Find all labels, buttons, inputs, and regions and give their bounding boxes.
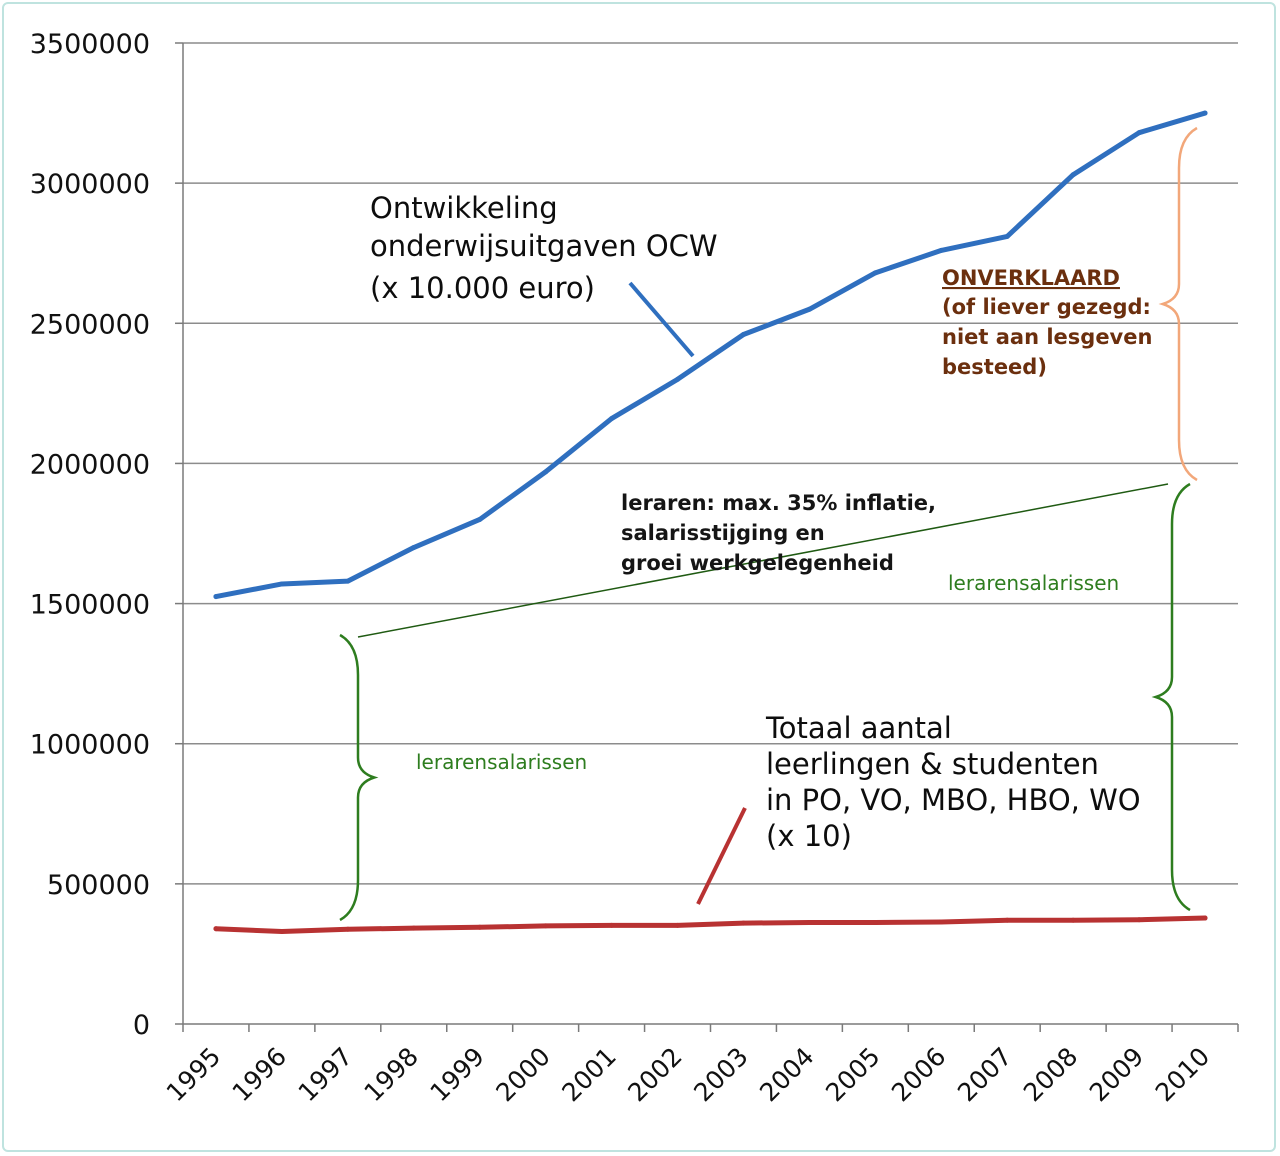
data-point-students-1998 bbox=[411, 925, 417, 931]
y-tick-label-0: 0 bbox=[133, 1010, 150, 1041]
series-line-ocw-spending bbox=[213, 110, 1208, 600]
ocw-pointer-line bbox=[628, 281, 695, 358]
x-tick-label-1999: 1999 bbox=[424, 1042, 489, 1107]
brace-salaries-right bbox=[1151, 482, 1191, 912]
x-axis-tick-labels: 1995 1996 1997 1998 1999 2000 2001 2002 2003 2004… bbox=[161, 1042, 1216, 1107]
series-line-students bbox=[213, 915, 1208, 935]
data-point-students-2006 bbox=[938, 919, 944, 925]
x-tick-label-1995: 1995 bbox=[161, 1042, 226, 1107]
unexplained-title: ONVERKLAARD bbox=[942, 266, 1120, 290]
data-point-students-2007 bbox=[1004, 917, 1010, 923]
data-point-ocw-2000 bbox=[543, 469, 549, 475]
axes bbox=[175, 42, 1239, 1032]
x-tick-label-2002: 2002 bbox=[622, 1042, 687, 1107]
y-tick-label-3500000: 3500000 bbox=[30, 29, 150, 60]
x-tick-label-1996: 1996 bbox=[227, 1042, 292, 1107]
data-point-students-1997 bbox=[345, 926, 351, 932]
data-point-students-2004 bbox=[806, 920, 812, 926]
data-point-ocw-2007 bbox=[1004, 233, 1010, 239]
data-point-ocw-1998 bbox=[411, 545, 417, 551]
y-axis-tick-labels: 0 500000 1000000 1500000 2000000 2500000 30000… bbox=[30, 29, 150, 1041]
x-tick-label-2010: 2010 bbox=[1150, 1042, 1215, 1107]
leraren-trend-line-3: groei werkgelegenheid bbox=[621, 551, 894, 575]
leraren-trend-line bbox=[357, 483, 1169, 638]
x-tick-label-2008: 2008 bbox=[1018, 1042, 1083, 1107]
y-tick-label-1500000: 1500000 bbox=[30, 590, 150, 621]
x-tick-label-2005: 2005 bbox=[820, 1042, 885, 1107]
ocw-label-line-2: onderwijsuitgaven OCW bbox=[370, 229, 718, 263]
students-label-line-4: (x 10) bbox=[766, 819, 852, 853]
brace-unexplained bbox=[1158, 126, 1198, 482]
data-point-ocw-2010 bbox=[1202, 110, 1208, 116]
x-tick-label-2009: 2009 bbox=[1084, 1042, 1149, 1107]
data-point-ocw-2003 bbox=[740, 331, 746, 337]
data-point-ocw-2002 bbox=[675, 376, 681, 382]
x-tick-label-2007: 2007 bbox=[952, 1042, 1017, 1107]
y-tick-label-1000000: 1000000 bbox=[30, 730, 150, 761]
unexplained-line-2: (of liever gezegd: bbox=[942, 295, 1151, 319]
x-tick-label-2001: 2001 bbox=[556, 1042, 621, 1107]
salaries-right-label: lerarensalarissen bbox=[948, 571, 1119, 595]
x-tick-label-2006: 2006 bbox=[886, 1042, 951, 1107]
unexplained-line-4: besteed) bbox=[942, 355, 1047, 379]
data-point-ocw-1999 bbox=[477, 516, 483, 522]
y-tick-label-2500000: 2500000 bbox=[30, 309, 150, 340]
students-pointer-line bbox=[696, 807, 747, 905]
data-point-students-2010 bbox=[1202, 915, 1208, 921]
y-tick-label-3000000: 3000000 bbox=[30, 169, 150, 200]
unexplained-line-3: niet aan lesgeven bbox=[942, 325, 1152, 349]
data-point-students-2002 bbox=[675, 922, 681, 928]
data-point-students-1996 bbox=[279, 929, 285, 935]
y-tick-label-2000000: 2000000 bbox=[30, 449, 150, 480]
leraren-trend-line-1: leraren: max. 35% inflatie, bbox=[621, 491, 936, 515]
y-tick-label-500000: 500000 bbox=[47, 870, 150, 901]
data-point-students-2003 bbox=[740, 920, 746, 926]
data-point-students-2000 bbox=[543, 923, 549, 929]
salaries-left-label: lerarensalarissen bbox=[416, 750, 587, 774]
data-point-ocw-1996 bbox=[279, 581, 285, 587]
ocw-label-line-3: (x 10.000 euro) bbox=[370, 271, 595, 305]
data-point-ocw-2004 bbox=[806, 306, 812, 312]
x-tick-label-2004: 2004 bbox=[754, 1042, 819, 1107]
data-point-students-2008 bbox=[1070, 917, 1076, 923]
x-tick-label-1998: 1998 bbox=[359, 1042, 424, 1107]
data-point-students-1999 bbox=[477, 924, 483, 930]
data-point-ocw-2008 bbox=[1070, 172, 1076, 178]
x-tick-label-1997: 1997 bbox=[293, 1042, 358, 1107]
data-point-students-2009 bbox=[1136, 917, 1142, 923]
data-point-ocw-1997 bbox=[345, 578, 351, 584]
brace-salaries-left bbox=[339, 633, 379, 922]
x-tick-label-2003: 2003 bbox=[688, 1042, 753, 1107]
students-label-line-2: leerlingen & studenten bbox=[766, 747, 1099, 781]
students-label-line-1: Totaal aantal bbox=[765, 711, 952, 745]
series-lines bbox=[213, 110, 1208, 935]
data-point-ocw-2006 bbox=[938, 247, 944, 253]
x-tick-label-2000: 2000 bbox=[490, 1042, 555, 1107]
data-point-ocw-2001 bbox=[609, 416, 615, 422]
ocw-label-line-1: Ontwikkeling bbox=[370, 191, 558, 225]
leraren-trend-line-2: salarisstijging en bbox=[621, 521, 825, 545]
data-point-ocw-2005 bbox=[872, 270, 878, 276]
data-point-students-2005 bbox=[872, 920, 878, 926]
annotation-marks bbox=[339, 126, 1198, 922]
data-point-ocw-1995 bbox=[213, 594, 219, 600]
data-point-ocw-2009 bbox=[1136, 130, 1142, 136]
data-point-students-2001 bbox=[609, 922, 615, 928]
students-label-line-3: in PO, VO, MBO, HBO, WO bbox=[766, 783, 1141, 817]
data-point-students-1995 bbox=[213, 926, 219, 932]
